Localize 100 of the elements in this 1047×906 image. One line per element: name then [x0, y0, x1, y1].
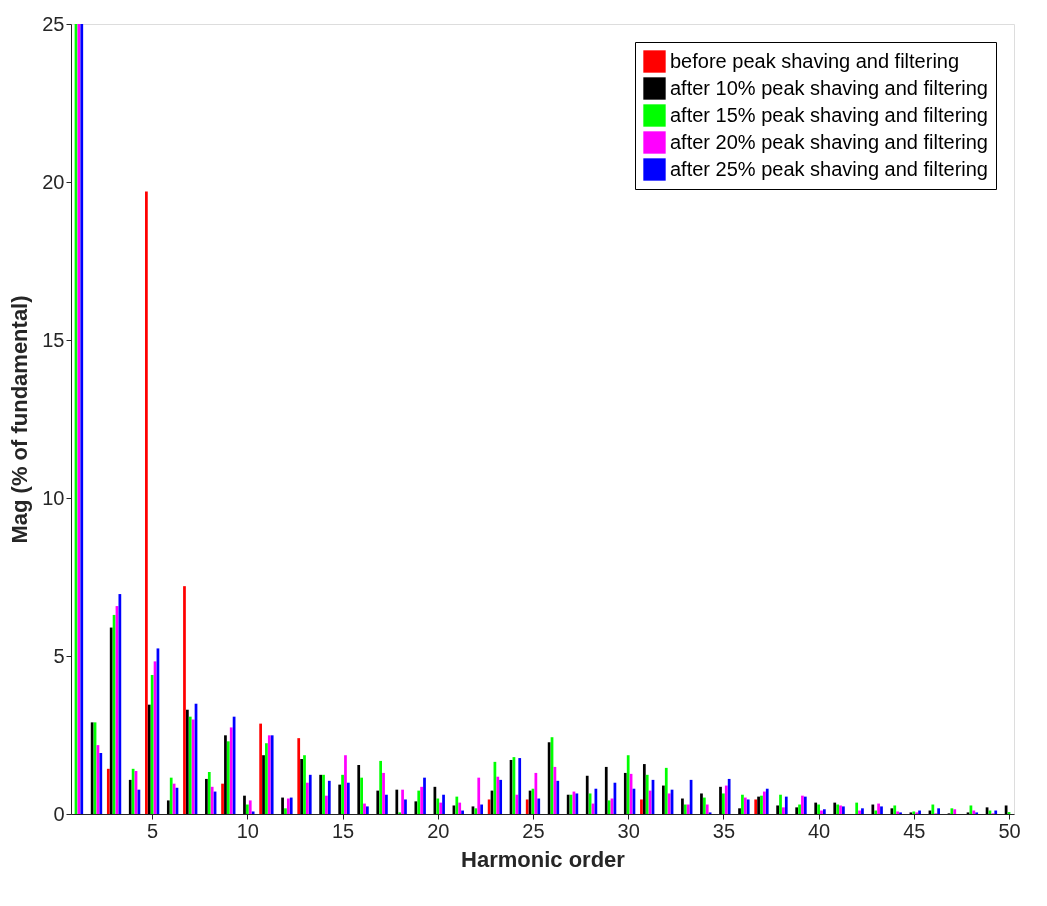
bar [623, 772, 627, 814]
x-tick-label: 15 [331, 819, 355, 842]
x-tick-label: 20 [427, 819, 450, 842]
bar [265, 743, 268, 814]
bar [147, 704, 151, 814]
bar [344, 755, 347, 814]
bar [722, 793, 725, 814]
bar [537, 798, 541, 814]
bar [128, 779, 132, 814]
bar [724, 785, 728, 814]
bar [376, 790, 380, 814]
bar [667, 793, 671, 814]
bar [518, 758, 522, 814]
bar [185, 709, 189, 814]
bar [303, 755, 306, 814]
x-tick-label: 45 [903, 819, 926, 842]
bar [385, 794, 388, 814]
bar [423, 777, 426, 814]
bar [414, 801, 418, 814]
bar [642, 764, 646, 814]
bar [700, 793, 703, 814]
bar [871, 804, 875, 814]
bar [455, 796, 459, 814]
bar [379, 760, 383, 814]
bar [226, 741, 230, 814]
x-axis-title: Harmonic order [461, 846, 626, 872]
bar [284, 808, 287, 814]
bar [246, 804, 249, 814]
x-tick-label: 35 [712, 819, 736, 842]
x-tick-label: 25 [522, 819, 545, 842]
bar [776, 805, 779, 814]
bar [719, 786, 722, 814]
bar [480, 804, 483, 814]
bar [183, 586, 186, 814]
bar [224, 735, 227, 814]
bar [382, 772, 385, 814]
x-tick-label: 10 [236, 819, 259, 842]
bar [640, 799, 643, 814]
bar [662, 785, 665, 814]
bar [341, 774, 344, 814]
bar [281, 797, 284, 814]
bar [556, 780, 560, 814]
bar [442, 794, 445, 814]
bar [705, 804, 709, 814]
bar [325, 795, 328, 814]
bar [166, 800, 170, 814]
bar [404, 799, 407, 814]
legend-label: after 10% peak shaving and filtering [670, 76, 988, 99]
bar [439, 802, 443, 814]
bar [417, 790, 421, 814]
bar [259, 723, 263, 814]
bar [251, 811, 255, 814]
bar [229, 727, 233, 814]
bar [931, 804, 935, 814]
bar [297, 738, 301, 814]
bar [169, 777, 173, 814]
legend-label: before peak shaving and filtering [670, 49, 960, 72]
bar [145, 191, 148, 814]
bar [681, 798, 684, 814]
bar [210, 786, 214, 814]
y-axis-title: Mag (% of fundamental) [7, 295, 33, 544]
bar [401, 789, 404, 814]
bar [357, 765, 361, 814]
bar [525, 799, 529, 814]
legend-label: after 15% peak shaving and filtering [670, 103, 988, 126]
bar [420, 786, 423, 814]
x-tick-label: 30 [617, 819, 640, 842]
y-tick-label: 0 [53, 802, 65, 825]
bar [150, 674, 154, 814]
x-tick-label: 40 [807, 819, 831, 842]
bar [585, 775, 589, 814]
y-tick-label: 5 [53, 644, 65, 667]
bar [207, 771, 211, 814]
bar [109, 627, 113, 814]
bar [779, 794, 782, 814]
bar [205, 778, 208, 814]
bar [300, 759, 303, 814]
bar [243, 795, 246, 814]
y-tick-label: 15 [42, 328, 65, 351]
bar [458, 802, 462, 814]
y-tick-label: 25 [42, 12, 65, 35]
bar [782, 807, 785, 814]
legend-label: after 25% peak shaving and filtering [670, 157, 988, 180]
bar [346, 782, 350, 814]
bar [118, 594, 122, 814]
bar [534, 772, 538, 814]
bar [515, 794, 519, 814]
bar [221, 783, 224, 814]
bar [547, 742, 551, 814]
bar [327, 780, 331, 814]
bar [727, 778, 731, 814]
bar [248, 800, 252, 814]
bar [308, 774, 312, 814]
y-tick-label: 10 [42, 486, 65, 509]
bar [461, 810, 464, 814]
bar [604, 766, 608, 814]
bar [664, 767, 668, 814]
y-tick-label: 20 [42, 170, 65, 193]
bar [477, 777, 481, 814]
bar [99, 753, 103, 814]
